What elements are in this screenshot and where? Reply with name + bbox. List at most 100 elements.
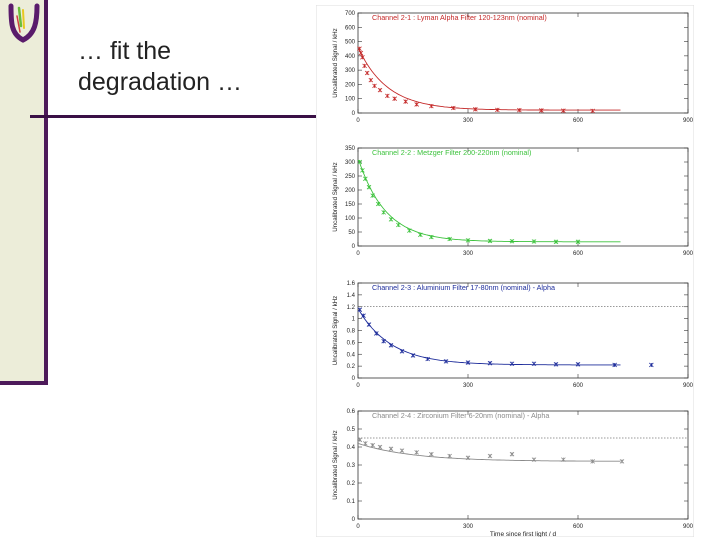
x-tick-label-4: 900 — [683, 524, 694, 530]
data-point-4 — [590, 459, 595, 464]
data-point-2 — [407, 228, 412, 233]
data-point-2 — [487, 238, 493, 244]
y-tick-label-1: 100 — [345, 97, 356, 103]
y-tick-label-1: 0 — [352, 111, 356, 117]
y-tick-label-1: 600 — [345, 25, 356, 31]
y-tick-label-1: 200 — [345, 82, 356, 88]
data-point-2 — [388, 217, 394, 222]
y-tick-label-3: 1.2 — [347, 305, 356, 311]
y-tick-label-1: 300 — [345, 68, 356, 74]
data-point-3 — [361, 313, 366, 318]
x-tick-label-4: 0 — [356, 524, 360, 530]
x-tick-label-1: 0 — [356, 118, 360, 124]
chart-title-2: Channel 2-2 : Metzger Filter 200-220nm (… — [372, 148, 531, 157]
data-point-3 — [531, 361, 537, 367]
y-tick-label-4: 0.6 — [347, 409, 356, 415]
y-tick-label-4: 0.5 — [347, 427, 356, 433]
data-point-1 — [403, 99, 408, 104]
chart-title-3: Channel 2-3 : Aluminium Filter 17-80nm (… — [372, 283, 555, 292]
y-tick-label-2: 250 — [345, 174, 356, 180]
data-point-4 — [619, 459, 625, 464]
data-point-2 — [396, 222, 401, 228]
fit-curve-4 — [358, 443, 621, 462]
data-point-2 — [381, 210, 386, 215]
y-tick-label-3: 1.4 — [347, 293, 356, 299]
x-tick-label-3: 300 — [463, 383, 474, 389]
data-point-2 — [363, 176, 368, 182]
data-point-2 — [553, 239, 559, 245]
data-point-3 — [487, 360, 493, 366]
data-point-4 — [414, 450, 419, 455]
data-point-1 — [368, 77, 374, 83]
data-point-3 — [509, 361, 515, 367]
data-point-4 — [357, 437, 363, 443]
chart-title-1: Channel 2-1 : Lyman Alpha Filter 120-123… — [372, 13, 547, 22]
data-point-1 — [385, 93, 390, 99]
x-tick-label-4: 300 — [463, 524, 474, 530]
data-point-2 — [366, 184, 372, 190]
x-tick-label-4: 600 — [573, 524, 584, 530]
data-point-1 — [377, 87, 383, 93]
data-point-4 — [561, 457, 566, 462]
degradation-charts-svg: Channel 2-1 : Lyman Alpha Filter 120-123… — [316, 5, 694, 537]
data-point-4 — [429, 451, 434, 457]
data-point-3 — [612, 362, 617, 368]
plot-frame-1 — [357, 12, 689, 114]
y-tick-label-2: 100 — [345, 216, 356, 222]
data-point-3 — [357, 307, 363, 313]
y-tick-label-2: 350 — [345, 146, 356, 152]
data-point-1 — [495, 107, 500, 113]
data-point-3 — [366, 322, 372, 327]
data-point-1 — [357, 46, 362, 51]
data-point-2 — [575, 239, 581, 245]
y-tick-label-3: 0.8 — [347, 329, 356, 335]
data-point-1 — [358, 50, 364, 56]
x-tick-label-2: 600 — [573, 251, 584, 257]
data-point-2 — [465, 238, 471, 243]
y-tick-label-3: 1.6 — [347, 281, 356, 287]
data-point-1 — [392, 96, 397, 101]
data-point-1 — [362, 63, 367, 69]
data-point-1 — [360, 55, 365, 60]
data-point-3 — [425, 356, 430, 362]
slide-title-line1: … fit the — [78, 37, 172, 65]
data-point-2 — [429, 234, 434, 240]
y-tick-label-2: 0 — [352, 244, 356, 250]
title-underline — [30, 115, 318, 118]
y-tick-label-2: 200 — [345, 188, 356, 194]
data-point-4 — [531, 457, 537, 462]
data-point-1 — [561, 108, 566, 113]
x-tick-label-3: 600 — [573, 383, 584, 389]
x-tick-label-3: 900 — [683, 383, 694, 389]
y-tick-label-1: 500 — [345, 40, 356, 46]
y-tick-label-3: 1 — [352, 317, 356, 323]
data-point-3 — [553, 362, 559, 367]
plot-frame-2 — [357, 147, 689, 247]
y-tick-label-4: 0.4 — [347, 445, 356, 451]
y-tick-label-4: 0.2 — [347, 481, 356, 487]
slide-title-line2: degradation … — [78, 68, 243, 96]
y-tick-label-2: 300 — [345, 160, 356, 166]
fit-curve-1 — [358, 48, 621, 111]
y-axis-label-3: Uncalibrated Signal / kHz — [332, 296, 339, 365]
y-tick-label-3: 0.4 — [347, 352, 356, 358]
y-axis-label-2: Uncalibrated Signal / kHz — [332, 162, 339, 231]
x-tick-label-1: 900 — [683, 118, 694, 124]
y-axis-label-1: Uncalibrated Signal / kHz — [332, 28, 339, 97]
data-point-4 — [487, 453, 493, 459]
data-point-3 — [443, 359, 449, 364]
data-point-3 — [410, 353, 416, 358]
data-point-2 — [418, 232, 423, 238]
data-point-1 — [517, 107, 522, 113]
y-tick-label-2: 150 — [345, 202, 356, 208]
data-point-1 — [364, 70, 370, 76]
data-point-4 — [377, 444, 383, 450]
slide-title: … fit the degradation … — [78, 36, 308, 98]
y-tick-label-3: 0.6 — [347, 340, 356, 346]
y-tick-label-4: 0.3 — [347, 463, 356, 469]
data-point-2 — [357, 159, 363, 165]
sidebar-border — [44, 0, 48, 385]
data-point-3 — [388, 343, 394, 348]
data-point-4 — [465, 455, 471, 461]
data-point-3 — [465, 360, 471, 365]
